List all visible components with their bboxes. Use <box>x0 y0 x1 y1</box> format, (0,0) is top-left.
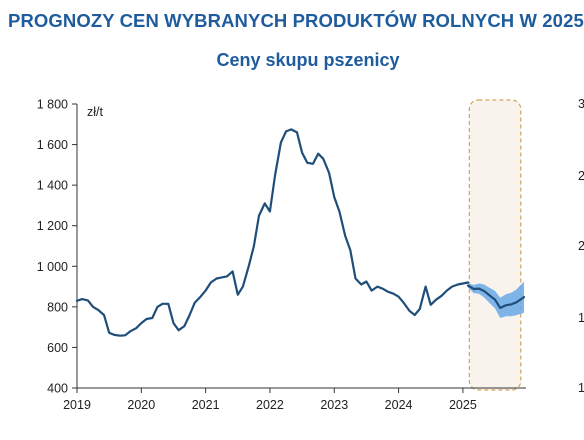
adjacent-axis-label: 1 <box>578 381 584 395</box>
unit-label: zł/t <box>87 105 104 119</box>
y-tick-label: 1 200 <box>37 219 68 233</box>
x-tick-label: 2022 <box>256 398 284 412</box>
page-title: PROGNOZY CEN WYBRANYCH PRODUKTÓW ROLNYCH… <box>8 10 584 31</box>
x-tick-label: 2019 <box>63 398 91 412</box>
adjacent-axis-label: 2 <box>578 239 584 253</box>
x-tick-label: 2024 <box>385 398 413 412</box>
y-tick-label: 400 <box>47 382 68 396</box>
x-tick-label: 2023 <box>320 398 348 412</box>
adjacent-axis-label: 1 <box>578 311 584 325</box>
y-tick-label: 600 <box>47 341 68 355</box>
forecast-price-line <box>466 284 526 309</box>
y-tick-label: 1 800 <box>37 98 68 112</box>
historical-price-line <box>75 128 470 337</box>
x-tick-label: 2020 <box>127 398 155 412</box>
y-tick-label: 800 <box>47 300 68 314</box>
y-tick-label: 1 000 <box>37 260 68 274</box>
forecast-box <box>468 99 522 391</box>
adjacent-axis-label: 3 <box>578 97 584 111</box>
chart-title: Ceny skupu pszenicy <box>216 50 400 70</box>
y-tick-label: 1 400 <box>37 179 68 193</box>
adjacent-axis-label: 2 <box>578 169 584 183</box>
y-tick-label: 1 600 <box>37 138 68 152</box>
x-tick-label: 2025 <box>449 398 477 412</box>
x-tick-label: 2021 <box>192 398 220 412</box>
